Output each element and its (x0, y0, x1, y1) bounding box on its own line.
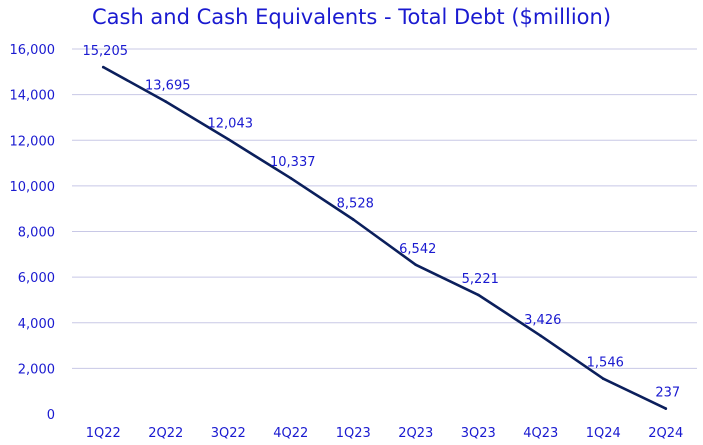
chart-title: Cash and Cash Equivalents - Total Debt (… (91, 5, 612, 29)
y-tick-label: 2,000 (18, 362, 55, 377)
x-tick-label: 4Q23 (523, 426, 558, 441)
data-label: 6,542 (399, 242, 436, 257)
data-label: 12,043 (208, 116, 254, 131)
x-tick-label: 3Q22 (211, 426, 246, 441)
y-tick-label: 12,000 (10, 134, 56, 149)
data-label: 13,695 (145, 79, 191, 94)
data-label: 237 (655, 386, 680, 401)
x-axis-tick-labels: 1Q22 2Q22 3Q22 4Q22 1Q23 2Q23 3Q23 4Q23 1Q24 2Q24 (86, 426, 684, 441)
data-label: 3,426 (524, 313, 561, 328)
y-tick-label: 6,000 (18, 271, 55, 286)
x-tick-label: 4Q22 (273, 426, 308, 441)
data-point (664, 407, 668, 410)
data-labels: 15,205 13,695 12,043 10,337 8,528 6,542 5,221 3… (83, 44, 681, 400)
data-point (601, 377, 605, 381)
x-tick-label: 3Q23 (461, 426, 496, 441)
data-label: 5,221 (462, 272, 499, 287)
y-tick-label: 0 (47, 408, 55, 423)
series-lines (101, 65, 668, 410)
x-tick-label: 1Q23 (336, 426, 371, 441)
data-label: 8,528 (337, 196, 374, 211)
data-point (101, 65, 105, 69)
y-tick-label: 4,000 (18, 317, 55, 332)
data-point (351, 218, 355, 221)
x-tick-label: 1Q24 (586, 426, 621, 441)
data-point (226, 137, 230, 141)
data-point (414, 263, 418, 267)
y-axis-tick-labels: 0 2,000 4,000 6,000 8,000 10,000 12,000 14,000 1… (10, 43, 56, 423)
data-point (164, 100, 168, 103)
data-label: 15,205 (83, 44, 129, 59)
y-tick-label: 16,000 (10, 43, 56, 58)
data-point (289, 176, 293, 180)
data-label: 10,337 (270, 155, 316, 170)
data-label: 1,546 (587, 356, 624, 371)
gridlines (72, 48, 697, 369)
x-tick-label: 2Q24 (648, 426, 683, 441)
y-tick-label: 8,000 (18, 226, 55, 241)
data-point (539, 334, 543, 338)
series-line (102, 65, 668, 410)
x-tick-label: 2Q22 (148, 426, 183, 441)
data-point (476, 293, 480, 297)
y-tick-label: 14,000 (10, 89, 56, 104)
y-tick-label: 10,000 (10, 180, 56, 195)
x-tick-label: 2Q23 (398, 426, 433, 441)
x-tick-label: 1Q22 (86, 426, 121, 441)
